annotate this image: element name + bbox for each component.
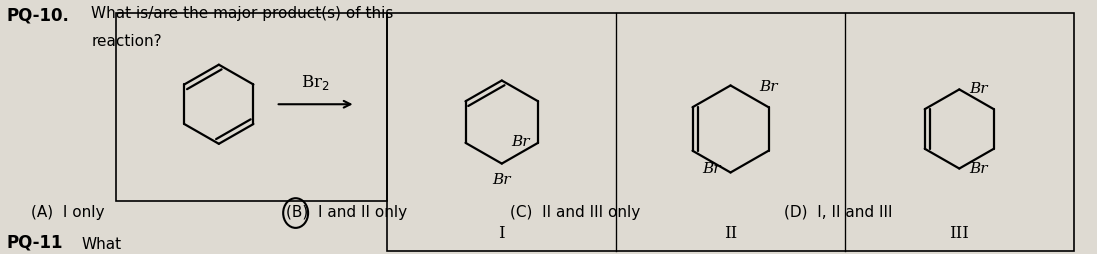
Text: Br: Br: [511, 134, 530, 148]
Text: PQ-11: PQ-11: [7, 233, 63, 251]
Text: What: What: [81, 236, 122, 251]
Text: III: III: [949, 224, 970, 241]
Text: PQ-10.: PQ-10.: [7, 6, 69, 24]
Text: Br: Br: [702, 161, 721, 175]
Text: (A)  I only: (A) I only: [32, 204, 105, 219]
Text: I: I: [498, 224, 505, 241]
Text: (B)  I and II only: (B) I and II only: [285, 204, 407, 219]
Text: Br: Br: [970, 82, 988, 96]
Bar: [116, 14, 387, 201]
Text: Br: Br: [970, 161, 988, 175]
Text: Br: Br: [493, 172, 511, 186]
Text: Br: Br: [759, 80, 778, 94]
Text: (C)  II and III only: (C) II and III only: [510, 204, 641, 219]
Bar: [387, 14, 1074, 251]
Text: reaction?: reaction?: [91, 34, 161, 49]
Text: II: II: [724, 224, 737, 241]
Text: (D)  I, II and III: (D) I, II and III: [784, 204, 893, 219]
Text: What is/are the major product(s) of this: What is/are the major product(s) of this: [91, 6, 394, 21]
Text: Br$_2$: Br$_2$: [302, 73, 330, 92]
